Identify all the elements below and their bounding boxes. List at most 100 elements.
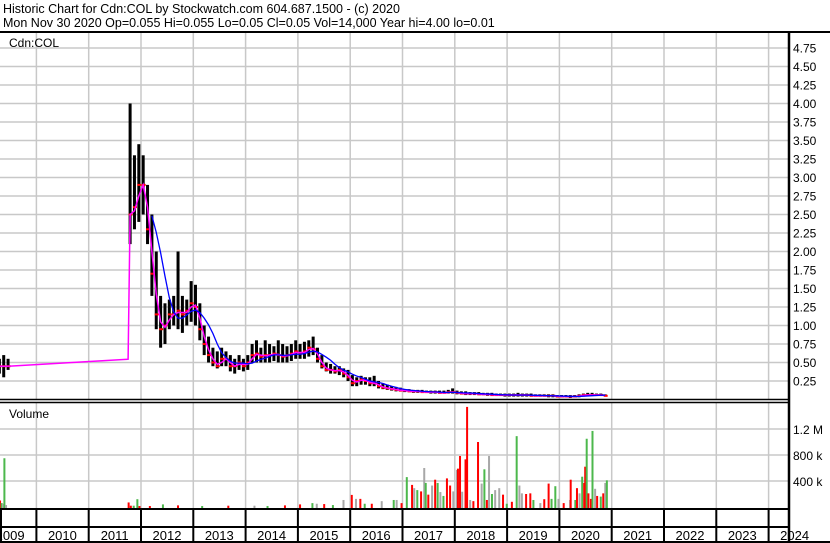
volume-bar: [518, 485, 521, 508]
year-label: 2019: [519, 528, 548, 543]
price-axis: 0.25 0.50 0.75 1.00 1.25 1.50 1.75 2.00 2.25 2.50…: [793, 42, 817, 389]
volume-bar: [148, 506, 151, 508]
close-marker: [159, 328, 164, 331]
close-marker: [207, 354, 212, 357]
volume-bar: [315, 503, 318, 508]
volume-bar: [594, 488, 597, 508]
volume-bar: [427, 494, 430, 508]
volume-bar: [442, 495, 445, 508]
price-tick-label: 4.50: [793, 60, 817, 74]
volume-bar: [392, 499, 395, 508]
volume-bar: [452, 491, 455, 508]
volume-bar: [550, 498, 553, 508]
volume-bar: [1, 503, 4, 508]
volume-bar: [161, 504, 164, 508]
close-marker: [202, 343, 207, 345]
volume-bar: [5, 505, 8, 508]
volume-panel-label: Volume: [9, 407, 49, 421]
price-bar: [215, 351, 219, 369]
volume-bar: [439, 492, 442, 508]
volume-bar: [129, 505, 132, 508]
year-label: 2014: [257, 528, 286, 543]
close-marker: [150, 272, 155, 275]
volume-bar: [591, 430, 594, 508]
year-label: 2015: [309, 528, 338, 543]
volume-bar: [547, 483, 550, 508]
price-tick-label: 3.75: [793, 116, 817, 130]
close-marker: [320, 365, 325, 368]
volume-bar: [253, 505, 256, 508]
price-bar: [298, 344, 302, 359]
short-moving-average-line: [0, 182, 606, 398]
price-bar: [211, 347, 215, 367]
volume-bar: [283, 505, 286, 508]
moving-averages: [0, 182, 606, 398]
volume-bar: [459, 455, 462, 508]
close-marker: [337, 368, 342, 371]
volume-bar: [529, 493, 532, 508]
price-bar: [132, 155, 136, 230]
price-bar: [250, 344, 254, 363]
price-bar: [372, 375, 376, 387]
price-bar: [128, 103, 132, 245]
volume-bar: [413, 488, 416, 508]
volume-bar: [599, 496, 602, 508]
close-marker: [254, 352, 259, 355]
close-marker: [350, 382, 355, 385]
close-marker: [198, 328, 203, 331]
price-bar: [311, 336, 315, 356]
price-bar: [329, 363, 333, 374]
volume-bar: [431, 485, 434, 508]
close-marker: [180, 313, 185, 316]
year-label: 2016: [362, 528, 391, 543]
year-label: 2010: [48, 528, 77, 543]
year-axis: 2009 2010 2011 2012 2013 2014 2015 2016 2017 2018…: [0, 509, 809, 543]
price-tick-label: 4.75: [793, 42, 817, 56]
volume-bar: [350, 494, 353, 508]
volume-bar: [380, 501, 383, 508]
price-bar: [202, 325, 206, 356]
volume-bar: [227, 505, 230, 508]
volume-bar: [502, 494, 505, 508]
close-marker: [220, 357, 225, 360]
volume-axis: 400 k 800 k 1.2 M: [793, 423, 823, 489]
volume-bar: [574, 499, 577, 508]
volume-bar: [581, 476, 584, 508]
price-bar: [189, 281, 193, 322]
volume-bar: [483, 469, 486, 508]
quote-summary: Mon Nov 30 2020 Op=0.055 Hi=0.055 Lo=0.0…: [3, 16, 495, 30]
price-bar: [289, 344, 293, 362]
volume-tick-label: 400 k: [793, 475, 823, 489]
price-tick-label: 0.25: [793, 375, 817, 389]
volume-bar: [498, 488, 501, 508]
volume-bar: [575, 488, 578, 508]
close-marker: [176, 309, 181, 312]
close-marker: [241, 365, 246, 368]
price-bar: [254, 340, 258, 363]
close-marker: [294, 350, 299, 353]
year-label: 2018: [466, 528, 495, 543]
volume-bar: [266, 506, 269, 508]
price-bar: [163, 303, 167, 344]
chart-frame: [0, 31, 830, 543]
volume-bar: [485, 499, 488, 508]
gridlines: [0, 33, 789, 509]
volume-bar: [539, 503, 542, 508]
price-bar: [137, 144, 141, 222]
price-tick-label: 0.50: [793, 356, 817, 370]
price-tick-label: 1.50: [793, 282, 817, 296]
chart-title: Historic Chart for Cdn:COL by Stockwatch…: [3, 2, 400, 16]
price-panel-label: Cdn:COL: [9, 36, 59, 50]
volume-bar: [136, 499, 139, 508]
volume-bar: [411, 484, 414, 508]
volume-bar: [127, 502, 130, 508]
year-label: 2021: [623, 528, 652, 543]
volume-bar: [299, 504, 302, 508]
volume-bar: [0, 500, 2, 508]
close-marker: [146, 228, 151, 231]
price-tick-label: 2.25: [793, 227, 817, 241]
price-bar: [281, 344, 285, 363]
year-label: 2011: [101, 528, 129, 543]
volume-bar: [557, 498, 560, 508]
volume-bar: [363, 503, 366, 508]
